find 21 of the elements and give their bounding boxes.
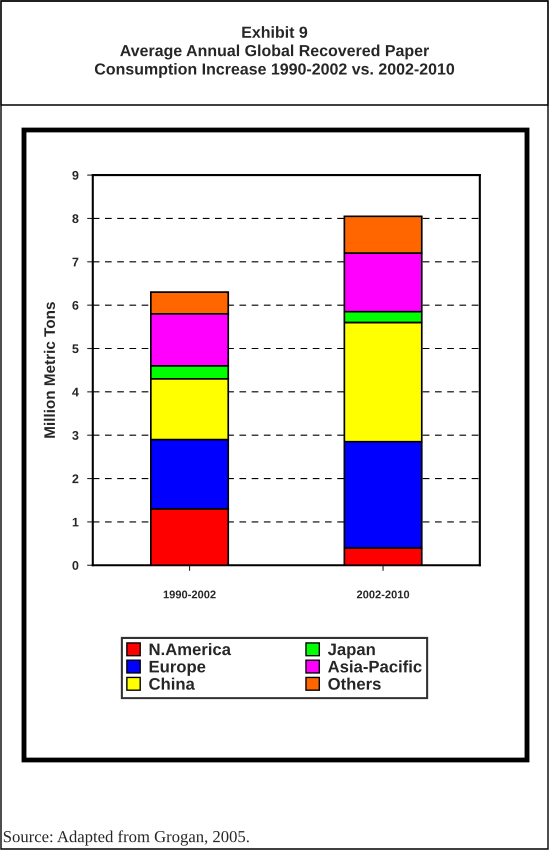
y-tick-label: 4	[72, 388, 79, 396]
legend-label: Asia-Pacific	[328, 660, 422, 673]
legend-label: Japan	[328, 644, 375, 659]
y-tick-label: 7	[72, 258, 78, 266]
y-tick-label: 3	[72, 431, 78, 440]
legend-label: China	[149, 678, 195, 690]
legend-label: Europe	[150, 660, 206, 676]
x-tick-label: 1990-2002	[164, 590, 216, 598]
x-tick-label: 2002-2010	[356, 590, 410, 598]
chart-title: Exhibit 9 Average Annual Global Recovered Paper Consumption Increase 1990-2002 vs. 2002-2010	[94, 26, 454, 78]
source-note: Source: Adapted from Grogan, 2005.	[4, 830, 249, 846]
y-tick-label: 1	[72, 518, 79, 526]
y-tick-label: 6	[72, 300, 78, 310]
legend-label: Others	[328, 678, 381, 690]
y-tick-label: 9	[72, 170, 78, 180]
y-tick-label: 0	[72, 561, 78, 570]
legend-label: N.America	[150, 642, 232, 656]
y-tick-label: 8	[72, 214, 79, 224]
y-tick-label: 5	[72, 344, 79, 354]
y-tick-label: 2	[72, 474, 78, 484]
y-axis-title: Million Metric Tons	[44, 302, 56, 438]
